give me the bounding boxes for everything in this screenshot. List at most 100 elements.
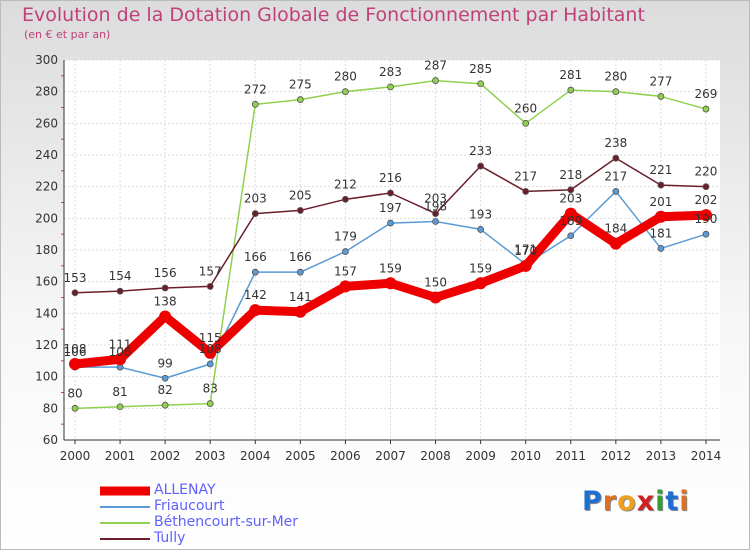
- data-label-b-thencourt-sur-mer: 81: [112, 385, 127, 399]
- x-tick-label: 2009: [465, 449, 496, 463]
- data-point-friaucourt: [342, 248, 349, 255]
- y-tick-label: 60: [43, 433, 58, 447]
- x-tick-label: 2006: [330, 449, 361, 463]
- logo-letter: P: [582, 486, 603, 517]
- data-label-tully: 153: [64, 271, 87, 285]
- data-label-allenay: 141: [289, 290, 312, 304]
- legend-swatch-friaucourt: [100, 506, 150, 508]
- data-label-friaucourt: 179: [334, 230, 357, 244]
- legend-label-bethencourt: Béthencourt-sur-Mer: [154, 514, 299, 530]
- data-label-tully: 154: [109, 269, 132, 283]
- data-label-tully: 217: [514, 169, 537, 183]
- data-point-tully: [432, 210, 439, 217]
- data-label-allenay: 159: [469, 261, 492, 275]
- data-label-tully: 205: [289, 188, 312, 202]
- x-tick-label: 2011: [555, 449, 586, 463]
- data-label-b-thencourt-sur-mer: 80: [67, 386, 82, 400]
- data-point-friaucourt: [296, 268, 304, 276]
- data-point-tully: [612, 154, 620, 162]
- data-point-tully: [567, 186, 575, 194]
- x-tick-label: 2002: [150, 449, 181, 463]
- data-point-b-thencourt-sur-mer: [567, 86, 575, 94]
- data-label-b-thencourt-sur-mer: 285: [469, 62, 492, 76]
- data-label-allenay: 142: [244, 288, 267, 302]
- data-point-b-thencourt-sur-mer: [387, 83, 394, 91]
- data-point-friaucourt: [251, 268, 259, 276]
- data-label-b-thencourt-sur-mer: 275: [289, 78, 312, 92]
- data-point-allenay: [249, 304, 262, 317]
- chart-title: Evolution de la Dotation Globale de Fonc…: [22, 4, 645, 26]
- data-label-friaucourt: 171: [514, 242, 537, 256]
- data-label-b-thencourt-sur-mer: 272: [244, 82, 267, 96]
- data-point-tully: [477, 162, 485, 170]
- y-tick-label: 140: [35, 306, 58, 320]
- data-label-allenay: 184: [604, 222, 627, 236]
- data-label-tully: 203: [424, 192, 447, 206]
- data-point-b-thencourt-sur-mer: [612, 88, 620, 96]
- data-label-allenay: 115: [199, 331, 222, 345]
- data-point-allenay: [294, 305, 307, 318]
- data-label-allenay: 150: [424, 276, 447, 290]
- data-point-tully: [251, 210, 259, 217]
- data-label-friaucourt: 99: [157, 356, 172, 370]
- data-label-friaucourt: 166: [244, 250, 267, 264]
- legend-item-allenay: ALLENAY: [100, 482, 360, 500]
- data-point-tully: [342, 195, 349, 203]
- data-label-allenay: 170: [514, 244, 537, 258]
- data-label-allenay: 157: [334, 264, 357, 278]
- data-label-allenay: 108: [64, 342, 87, 356]
- y-tick-label: 100: [35, 370, 58, 384]
- data-point-b-thencourt-sur-mer: [432, 77, 439, 84]
- y-tick-label: 300: [35, 53, 58, 67]
- data-point-allenay: [69, 358, 81, 370]
- data-point-tully: [657, 181, 665, 189]
- data-point-tully: [522, 188, 530, 195]
- data-point-allenay: [564, 207, 577, 220]
- x-tick-label: 2001: [105, 449, 136, 463]
- data-label-friaucourt: 189: [559, 214, 582, 228]
- data-point-b-thencourt-sur-mer: [296, 96, 304, 103]
- data-point-allenay: [429, 291, 442, 304]
- data-point-friaucourt: [477, 226, 485, 233]
- data-point-allenay: [204, 346, 217, 359]
- data-label-allenay: 202: [695, 193, 718, 207]
- legend-label-tully: Tully: [154, 530, 186, 546]
- data-label-b-thencourt-sur-mer: 83: [203, 382, 218, 396]
- logo-letter: i: [679, 486, 690, 517]
- data-label-tully: 216: [379, 171, 402, 185]
- data-point-b-thencourt-sur-mer: [657, 93, 665, 100]
- x-tick-label: 2012: [601, 449, 632, 463]
- x-tick-label: 2010: [510, 449, 541, 463]
- data-label-tully: 238: [604, 136, 627, 150]
- data-point-tully: [206, 283, 214, 290]
- data-label-friaucourt: 197: [379, 201, 402, 215]
- data-point-b-thencourt-sur-mer: [71, 404, 79, 412]
- data-label-tully: 233: [469, 144, 492, 158]
- data-label-tully: 220: [695, 165, 718, 179]
- data-point-allenay: [699, 209, 712, 222]
- data-label-allenay: 201: [649, 195, 672, 209]
- data-point-tully: [702, 183, 710, 191]
- legend-label-allenay: ALLENAY: [154, 482, 216, 498]
- data-point-b-thencourt-sur-mer: [522, 119, 530, 127]
- data-point-friaucourt: [657, 245, 665, 252]
- logo-letter: i: [655, 486, 666, 517]
- data-point-tully: [116, 287, 124, 295]
- data-point-b-thencourt-sur-mer: [161, 401, 169, 409]
- axis-layer: 60 80 100 120 140 160 180 200 220 240 260 280 300 200…: [35, 53, 721, 463]
- chart-subtitle: (en € et par an): [24, 28, 111, 41]
- data-label-b-thencourt-sur-mer: 277: [649, 74, 672, 88]
- data-label-friaucourt: 193: [469, 207, 492, 221]
- y-tick-label: 180: [35, 243, 58, 257]
- data-point-friaucourt: [567, 232, 575, 240]
- x-tick-label: 2007: [375, 449, 406, 463]
- data-point-b-thencourt-sur-mer: [206, 400, 214, 407]
- series-layer: [69, 77, 712, 412]
- data-point-friaucourt: [387, 219, 394, 227]
- data-point-friaucourt: [612, 188, 620, 195]
- data-label-tully: 156: [154, 266, 177, 280]
- data-label-allenay: 159: [379, 261, 402, 275]
- data-label-allenay: 138: [154, 295, 177, 309]
- data-label-b-thencourt-sur-mer: 280: [604, 70, 627, 84]
- data-point-tully: [71, 289, 79, 297]
